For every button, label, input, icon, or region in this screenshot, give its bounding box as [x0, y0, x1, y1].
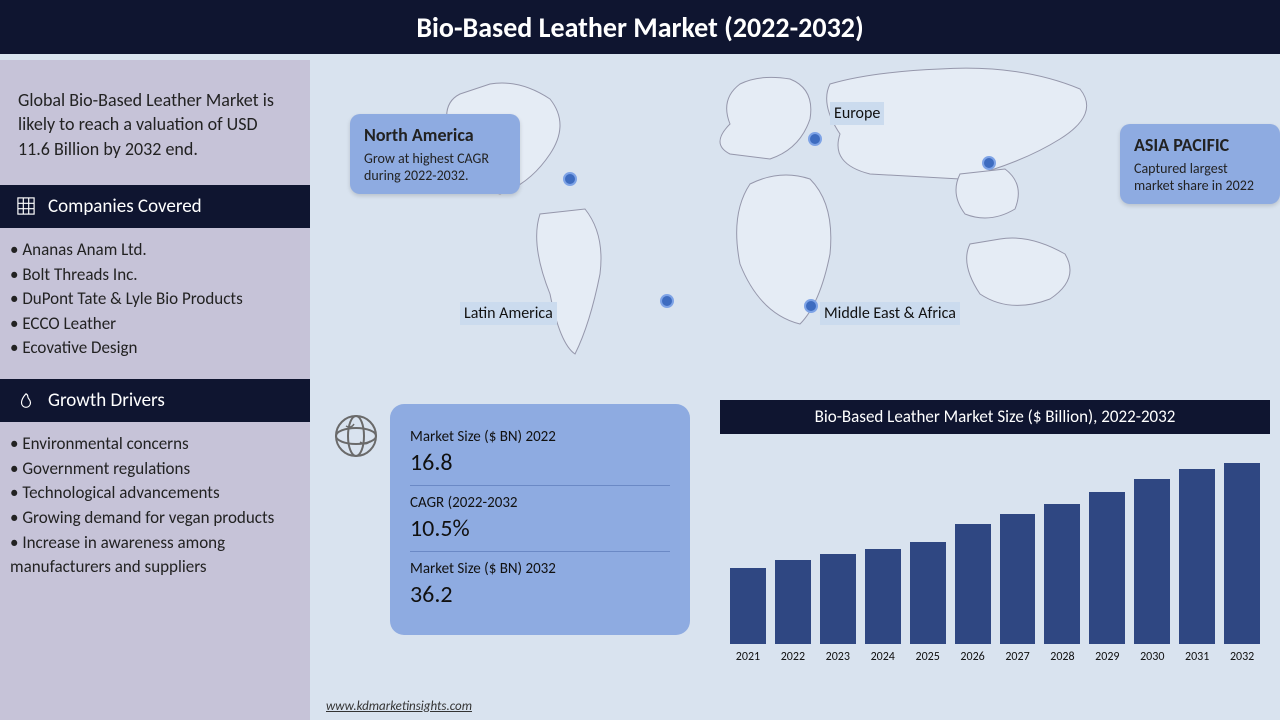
- drivers-list: Environmental concerns Government regula…: [0, 422, 310, 598]
- chart-bar: [910, 542, 946, 645]
- chart-x-label: 2027: [1000, 650, 1036, 664]
- main-area: North America Grow at highest CAGR durin…: [310, 54, 1280, 720]
- chart-x-label: 2030: [1134, 650, 1170, 664]
- callout-text: Grow at highest CAGR during 2022-2032.: [364, 150, 506, 184]
- sidebar: Global Bio-Based Leather Market is likel…: [0, 60, 310, 720]
- map-dot: [808, 132, 822, 146]
- stat-row: Market Size ($ BN) 2032 36.2: [410, 552, 670, 617]
- callout-title: ASIA PACIFIC: [1134, 134, 1266, 156]
- map-dot: [982, 156, 996, 170]
- chart-x-labels: 2021 2022 2023 2024 2025 2026 2027 2028 2029 2030…: [720, 644, 1270, 664]
- list-item: Increase in awareness among manufacturer…: [10, 531, 296, 580]
- chart-bar: [820, 554, 856, 644]
- list-item: DuPont Tate & Lyle Bio Products: [10, 287, 296, 312]
- list-item: Ananas Anam Ltd.: [10, 238, 296, 263]
- companies-header-label: Companies Covered: [48, 195, 202, 218]
- chart-x-label: 2025: [910, 650, 946, 664]
- globe-icon: [332, 412, 380, 460]
- map-dot: [804, 299, 818, 313]
- stat-value: 16.8: [410, 448, 670, 477]
- drivers-header: Growth Drivers: [0, 379, 310, 422]
- stats-card: Market Size ($ BN) 2022 16.8 CAGR (2022-…: [390, 404, 690, 635]
- list-item: Environmental concerns: [10, 432, 296, 457]
- region-label-europe: Europe: [830, 102, 884, 125]
- bar-chart: Bio-Based Leather Market Size ($ Billion…: [720, 400, 1270, 680]
- stat-row: Market Size ($ BN) 2022 16.8: [410, 420, 670, 486]
- list-item: Ecovative Design: [10, 336, 296, 361]
- chart-bar: [1044, 504, 1080, 644]
- chart-bar: [865, 549, 901, 644]
- stat-row: CAGR (2022-2032 10.5%: [410, 486, 670, 552]
- chart-bar: [1089, 492, 1125, 645]
- chart-x-label: 2023: [820, 650, 856, 664]
- chart-x-label: 2022: [775, 650, 811, 664]
- source-link[interactable]: www.kdmarketinsights.com: [326, 699, 472, 714]
- lower-section: Market Size ($ BN) 2022 16.8 CAGR (2022-…: [310, 394, 1280, 720]
- region-label-mea: Middle East & Africa: [820, 302, 960, 325]
- chart-x-label: 2031: [1179, 650, 1215, 664]
- chart-bar: [1224, 463, 1260, 644]
- drivers-header-label: Growth Drivers: [48, 389, 165, 412]
- sidebar-intro: Global Bio-Based Leather Market is likel…: [0, 60, 310, 185]
- chart-bar: [1134, 479, 1170, 644]
- chart-bar: [775, 560, 811, 644]
- list-item: ECCO Leather: [10, 312, 296, 337]
- chart-bars: [720, 434, 1270, 644]
- list-item: Technological advancements: [10, 481, 296, 506]
- list-item: Bolt Threads Inc.: [10, 263, 296, 288]
- grid-icon: [16, 196, 36, 216]
- region-label-latin-america: Latin America: [460, 302, 557, 325]
- chart-x-label: 2024: [865, 650, 901, 664]
- callout-north-america: North America Grow at highest CAGR durin…: [350, 114, 520, 194]
- callout-asia-pacific: ASIA PACIFIC Captured largest market sha…: [1120, 124, 1280, 204]
- callout-text: Captured largest market share in 2022: [1134, 160, 1266, 194]
- chart-x-label: 2032: [1224, 650, 1260, 664]
- callout-title: North America: [364, 124, 506, 146]
- chart-x-label: 2026: [955, 650, 991, 664]
- map-dot: [660, 294, 674, 308]
- chart-bar: [730, 568, 766, 644]
- chart-bar: [955, 524, 991, 644]
- chart-x-label: 2021: [730, 650, 766, 664]
- companies-header: Companies Covered: [0, 185, 310, 228]
- chart-title: Bio-Based Leather Market Size ($ Billion…: [720, 400, 1270, 434]
- stat-label: Market Size ($ BN) 2022: [410, 428, 670, 446]
- chart-x-label: 2029: [1089, 650, 1125, 664]
- stat-value: 10.5%: [410, 514, 670, 543]
- companies-list: Ananas Anam Ltd. Bolt Threads Inc. DuPon…: [0, 228, 310, 379]
- flame-icon: [16, 391, 36, 411]
- stat-value: 36.2: [410, 580, 670, 609]
- stat-label: CAGR (2022-2032: [410, 494, 670, 512]
- list-item: Government regulations: [10, 457, 296, 482]
- map-dot: [563, 172, 577, 186]
- stat-label: Market Size ($ BN) 2032: [410, 560, 670, 578]
- list-item: Growing demand for vegan products: [10, 506, 296, 531]
- chart-x-label: 2028: [1044, 650, 1080, 664]
- chart-bar: [1179, 469, 1215, 644]
- world-map: North America Grow at highest CAGR durin…: [310, 54, 1280, 384]
- chart-bar: [1000, 514, 1036, 644]
